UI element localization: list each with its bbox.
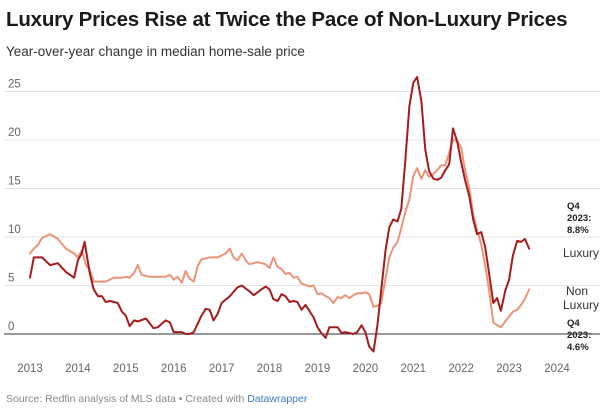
x-axis-ticks: 2013 2014 2015 2016 2017 2018 2019 2020 2021 2022… bbox=[17, 363, 570, 375]
annotation-q4-nonluxury: Q4 bbox=[567, 318, 580, 329]
chart-title: Luxury Prices Rise at Twice the Pace of … bbox=[6, 8, 568, 31]
series-lines bbox=[29, 76, 531, 353]
x-tick-label: 2017 bbox=[209, 363, 235, 375]
annotation-q4-nonluxury: 4.6% bbox=[567, 342, 589, 353]
y-axis-ticks: 0 5 10 15 20 25 bbox=[8, 79, 21, 334]
x-tick-label: 2018 bbox=[257, 363, 283, 375]
y-tick-label: 15 bbox=[8, 176, 21, 188]
chart-subtitle: Year-over-year change in median home-sal… bbox=[6, 44, 305, 59]
x-tick-label: 2023 bbox=[496, 363, 522, 375]
annotation-q4-luxury: 2023: bbox=[567, 213, 591, 224]
x-tick-label: 2014 bbox=[65, 363, 91, 375]
annotation-q4-nonluxury: 2023: bbox=[567, 330, 591, 341]
x-tick-label: 2021 bbox=[400, 363, 426, 375]
datawrapper-link[interactable]: Datawrapper bbox=[247, 393, 308, 405]
y-tick-label: 25 bbox=[8, 79, 21, 91]
series-label-luxury: Luxury bbox=[563, 246, 599, 260]
x-tick-label: 2019 bbox=[305, 363, 331, 375]
x-tick-label: 2016 bbox=[161, 363, 187, 375]
series-line-luxury bbox=[29, 76, 531, 353]
source-text: Source: Redfin analysis of MLS data • Cr… bbox=[6, 393, 248, 405]
x-tick-label: 2024 bbox=[544, 363, 570, 375]
annotation-q4-luxury: 8.8% bbox=[567, 225, 589, 236]
annotation-q4-luxury: Q4 bbox=[567, 201, 580, 212]
series-label-nonluxury-2: Luxury bbox=[563, 298, 599, 312]
x-tick-label: 2022 bbox=[448, 363, 474, 375]
y-tick-label: 10 bbox=[8, 224, 21, 236]
y-tick-label: 5 bbox=[8, 273, 14, 285]
y-tick-label: 0 bbox=[8, 321, 14, 333]
x-tick-label: 2020 bbox=[353, 363, 379, 375]
series-label-nonluxury: Non bbox=[566, 284, 588, 298]
x-tick-label: 2013 bbox=[17, 363, 43, 375]
source-footer: Source: Redfin analysis of MLS data • Cr… bbox=[6, 393, 307, 405]
y-tick-label: 20 bbox=[8, 127, 21, 139]
x-tick-label: 2015 bbox=[113, 363, 139, 375]
gridlines bbox=[4, 91, 600, 335]
